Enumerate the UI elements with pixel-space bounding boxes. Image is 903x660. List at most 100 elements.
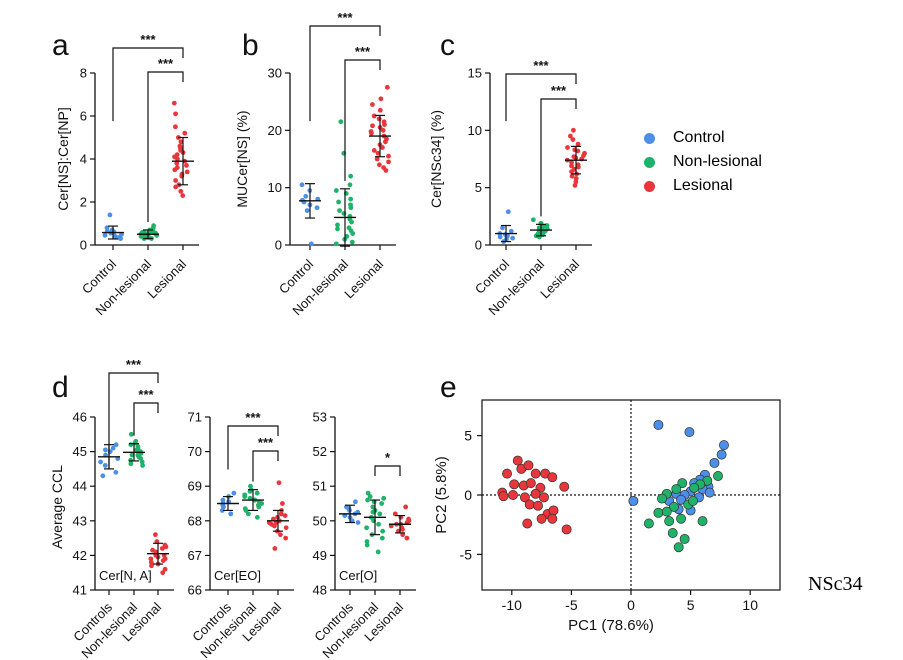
data-point-non-lesional bbox=[349, 239, 355, 245]
pca-point-non-lesional bbox=[713, 471, 723, 481]
data-point-control bbox=[303, 193, 309, 199]
y-tick-label: 42 bbox=[73, 548, 87, 563]
data-point-lesional bbox=[383, 139, 388, 145]
data-point-non-lesional bbox=[365, 497, 370, 503]
data-point-control bbox=[100, 473, 106, 479]
pca-point-control bbox=[716, 449, 727, 460]
data-point-non-lesional bbox=[256, 504, 262, 510]
data-point-non-lesional bbox=[128, 431, 134, 437]
significance-bracket bbox=[133, 402, 159, 436]
data-point-non-lesional bbox=[333, 188, 339, 193]
x-axis-label: PC1 (78.6%) bbox=[568, 617, 654, 634]
data-point-non-lesional bbox=[245, 511, 251, 517]
data-point-lesional bbox=[368, 129, 374, 134]
data-point-non-lesional bbox=[333, 241, 339, 247]
pca-point-lesional bbox=[539, 492, 549, 503]
data-point-lesional bbox=[173, 184, 179, 190]
x-tick-label: 5 bbox=[687, 597, 695, 613]
y-tick-label: 41 bbox=[73, 583, 87, 598]
data-point-lesional bbox=[375, 150, 381, 156]
y-tick-label: 53 bbox=[313, 410, 327, 425]
significance-label: *** bbox=[355, 44, 371, 59]
data-point-lesional bbox=[283, 525, 289, 531]
data-point-lesional bbox=[184, 169, 190, 175]
y-tick-label: 50 bbox=[313, 513, 327, 528]
pca-point-control bbox=[653, 419, 664, 430]
significance-label: *** bbox=[158, 56, 174, 71]
data-point-control bbox=[314, 205, 320, 211]
data-point-non-lesional bbox=[364, 539, 370, 544]
x-tick-label: -5 bbox=[565, 597, 578, 613]
panel-inner-label: Cer[O] bbox=[339, 568, 377, 583]
data-point-lesional bbox=[371, 113, 377, 119]
data-point-non-lesional bbox=[336, 199, 341, 205]
y-axis-label: Cer[NSc34] (%) bbox=[428, 110, 444, 208]
significance-label: * bbox=[385, 450, 391, 465]
data-point-non-lesional bbox=[129, 452, 135, 458]
significance-label: *** bbox=[126, 357, 142, 372]
data-point-non-lesional bbox=[254, 514, 260, 520]
significance-label: *** bbox=[138, 387, 154, 402]
pca-point-non-lesional bbox=[676, 513, 687, 524]
pca-point-non-lesional bbox=[668, 501, 679, 512]
data-point-lesional bbox=[276, 480, 282, 486]
pca-point-non-lesional bbox=[661, 506, 672, 517]
data-point-lesional bbox=[178, 188, 184, 194]
pca-point-lesional bbox=[502, 468, 512, 479]
data-point-lesional bbox=[280, 501, 285, 506]
data-point-lesional bbox=[403, 504, 409, 510]
data-point-control bbox=[110, 445, 116, 451]
data-point-lesional bbox=[370, 123, 375, 129]
pca-point-lesional bbox=[547, 513, 558, 524]
significance-label: *** bbox=[533, 58, 549, 73]
data-point-non-lesional bbox=[364, 525, 370, 531]
data-point-lesional bbox=[572, 182, 578, 188]
data-point-lesional bbox=[386, 159, 391, 165]
data-point-non-lesional bbox=[364, 542, 370, 548]
data-point-non-lesional bbox=[540, 224, 546, 230]
data-point-non-lesional bbox=[243, 508, 249, 513]
y-tick-label: 5 bbox=[464, 428, 472, 444]
data-point-control bbox=[102, 232, 108, 238]
data-point-lesional bbox=[570, 137, 576, 142]
y-tick-label: 70 bbox=[188, 444, 202, 459]
pca-point-non-lesional bbox=[667, 528, 678, 538]
y-tick-label: 44 bbox=[73, 479, 87, 494]
legend-label-control: Control bbox=[673, 129, 725, 146]
panel-a: a02468Cer[NS]:Cer[NP]ControlNon-lesional… bbox=[52, 29, 199, 318]
y-tick-label: 46 bbox=[73, 410, 87, 425]
pca-point-lesional bbox=[508, 490, 518, 500]
data-point-control bbox=[228, 511, 234, 517]
data-point-lesional bbox=[376, 162, 382, 168]
data-point-non-lesional bbox=[377, 511, 383, 517]
data-point-lesional bbox=[376, 116, 382, 122]
data-point-control bbox=[113, 442, 119, 448]
pca-point-lesional bbox=[533, 500, 543, 511]
significance-bracket bbox=[108, 372, 159, 470]
pca-point-lesional bbox=[524, 499, 535, 510]
pca-point-lesional bbox=[559, 481, 570, 492]
pca-point-non-lesional bbox=[664, 516, 675, 527]
data-point-lesional bbox=[567, 133, 573, 139]
data-point-lesional bbox=[575, 141, 581, 147]
data-point-lesional bbox=[386, 153, 391, 159]
data-point-lesional bbox=[380, 145, 385, 150]
pca-point-lesional bbox=[509, 479, 520, 490]
data-point-lesional bbox=[569, 160, 574, 165]
data-point-lesional bbox=[175, 156, 180, 162]
data-point-lesional bbox=[569, 163, 574, 169]
data-point-control bbox=[103, 447, 108, 453]
significance-bracket bbox=[252, 450, 279, 482]
data-point-lesional bbox=[272, 546, 278, 551]
data-point-non-lesional bbox=[376, 521, 381, 527]
data-point-lesional bbox=[172, 124, 178, 130]
y-tick-label: 69 bbox=[188, 479, 202, 494]
panel-letter-a: a bbox=[52, 29, 69, 62]
data-point-non-lesional bbox=[348, 205, 354, 211]
data-point-control bbox=[220, 497, 226, 503]
pca-point-control bbox=[676, 494, 687, 505]
data-point-non-lesional bbox=[349, 219, 354, 225]
